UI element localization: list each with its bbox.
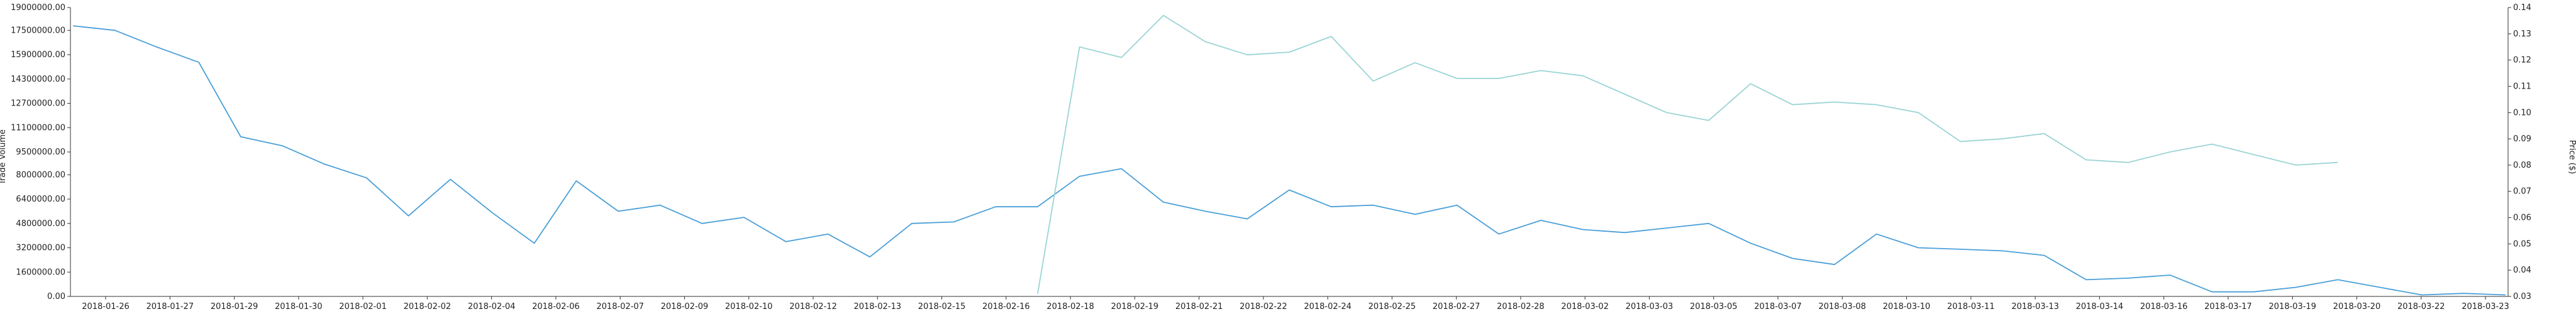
x-tick-label: 2018-02-04 [468,302,516,311]
series-line-trade-volume [72,25,2506,296]
right-tick-label: 0.05 [2513,239,2531,249]
x-tick-label: 2018-03-13 [2011,302,2059,311]
left-axis: 0.00 1600000.00 3200000.00 4800000.00 640000… [11,3,71,301]
right-axis-title: Price ($) [2567,140,2576,174]
x-tick-label: 2018-02-06 [532,302,580,311]
right-tick-label: 0.14 [2513,3,2531,13]
x-tick-label: 2018-02-22 [1240,302,1287,311]
right-tick-label: 0.12 [2513,56,2531,65]
x-tick-label: 2018-03-20 [2333,302,2381,311]
x-tick-label: 2018-01-26 [82,302,130,311]
left-tick-label: 14300000.00 [11,75,65,84]
series-line-price [1037,14,2338,294]
x-tick-label: 2018-01-30 [275,302,323,311]
x-tick-label: 2018-02-25 [1368,302,1416,311]
x-tick-label: 2018-01-29 [211,302,258,311]
right-tick-label: 0.13 [2513,30,2531,39]
x-tick-label: 2018-03-08 [1819,302,1867,311]
x-tick-label: 2018-02-19 [1111,302,1159,311]
x-tick-label: 2018-03-10 [1883,302,1931,311]
x-tick-label: 2018-01-27 [146,302,194,311]
right-tick-label: 0.10 [2513,108,2531,117]
x-tick-label: 2018-02-09 [661,302,709,311]
x-tick-label: 2018-02-24 [1304,302,1352,311]
x-tick-label: 2018-03-16 [2140,302,2188,311]
x-tick-label: 2018-02-28 [1497,302,1545,311]
x-tick-label: 2018-03-02 [1561,302,1609,311]
x-axis: 2018-01-26 2018-01-27 2018-01-29 2018-01-30… [70,296,2509,311]
right-tick-label: 0.03 [2513,292,2531,301]
left-tick-label: 4800000.00 [16,219,65,229]
left-tick-label: 3200000.00 [16,244,65,253]
left-tick-label: 11100000.00 [11,123,65,133]
left-tick-label: 6400000.00 [16,195,65,204]
x-tick-label: 2018-03-07 [1754,302,1802,311]
right-tick-label: 0.06 [2513,214,2531,223]
x-tick-label: 2018-02-12 [789,302,837,311]
x-tick-label: 2018-02-10 [725,302,773,311]
x-tick-label: 2018-03-05 [1690,302,1738,311]
left-tick-label: 8000000.00 [16,170,65,180]
left-tick-label: 19000000.00 [11,3,65,13]
x-tick-label: 2018-02-18 [1046,302,1094,311]
x-tick-label: 2018-02-01 [339,302,387,311]
left-tick-label: 12700000.00 [11,99,65,109]
x-tick-label: 2018-02-27 [1433,302,1480,311]
right-axis: 0.03 0.04 0.05 0.06 0.07 0.08 0.09 0.10 0.11 0.12… [2507,3,2531,301]
right-tick-label: 0.09 [2513,134,2531,144]
left-axis-title: Trade Volume [0,129,8,185]
x-tick-label: 2018-03-11 [1947,302,1995,311]
x-tick-label: 2018-02-02 [404,302,452,311]
x-tick-label: 2018-03-17 [2204,302,2252,311]
x-tick-label: 2018-03-22 [2397,302,2445,311]
x-tick-label: 2018-03-03 [1626,302,1674,311]
x-tick-label: 2018-02-21 [1175,302,1223,311]
x-tick-label: 2018-02-13 [853,302,901,311]
series-layer [72,14,2506,296]
right-tick-label: 0.07 [2513,187,2531,197]
left-tick-label: 1600000.00 [16,268,65,277]
right-tick-label: 0.04 [2513,266,2531,275]
right-tick-label: 0.11 [2513,82,2531,91]
x-tick-label: 2018-02-16 [982,302,1030,311]
x-tick-label: 2018-02-07 [596,302,644,311]
x-tick-label: 2018-03-19 [2268,302,2316,311]
x-tick-label: 2018-02-15 [918,302,966,311]
left-tick-label: 0.00 [47,292,65,301]
left-tick-label: 17500000.00 [11,26,65,35]
x-tick-label: 2018-03-23 [2462,302,2509,311]
left-tick-label: 9500000.00 [16,148,65,157]
x-tick-label: 2018-03-14 [2076,302,2124,311]
left-tick-label: 15900000.00 [11,50,65,60]
right-tick-label: 0.08 [2513,161,2531,170]
